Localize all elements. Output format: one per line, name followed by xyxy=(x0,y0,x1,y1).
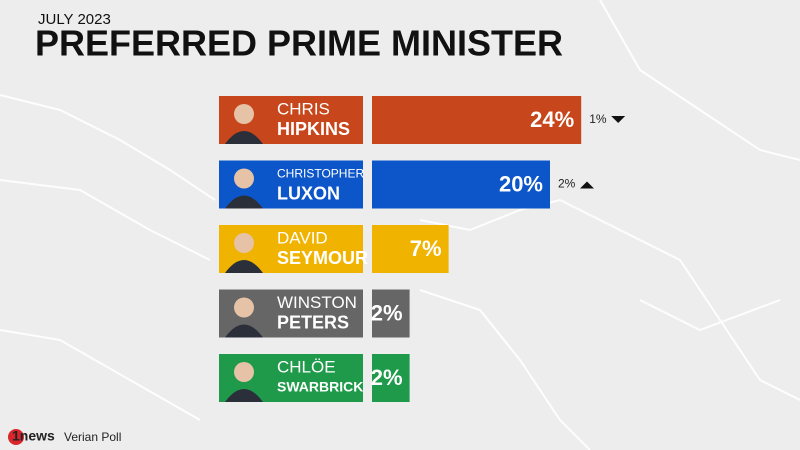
portrait-body xyxy=(225,389,263,402)
chart-title: PREFERRED PRIME MINISTER xyxy=(35,23,563,64)
map-line xyxy=(599,0,800,161)
bar xyxy=(372,96,582,144)
last-name: HIPKINS xyxy=(277,119,350,139)
map-line xyxy=(559,199,800,401)
value-label: 20% xyxy=(499,171,543,196)
logo-circle xyxy=(8,429,24,445)
portrait xyxy=(219,225,268,273)
portrait-head xyxy=(234,168,254,189)
first-name: CHRIS xyxy=(277,99,330,118)
bar xyxy=(372,225,449,273)
portrait xyxy=(219,160,268,209)
map-line xyxy=(0,329,201,421)
portrait-head xyxy=(234,104,254,124)
portrait-head xyxy=(234,362,254,382)
portrait xyxy=(219,289,268,338)
first-name: WINSTON xyxy=(277,293,357,312)
change-label: 1% xyxy=(589,112,607,126)
subtitle: JULY 2023 xyxy=(38,11,111,28)
map-line xyxy=(419,289,591,450)
portrait-head xyxy=(234,233,254,253)
footer: 1news Verian Poll xyxy=(8,428,121,445)
first-name: CHLÖE xyxy=(277,357,336,376)
map-line xyxy=(0,179,211,261)
change-label: 2% xyxy=(558,177,576,191)
bar xyxy=(372,160,550,209)
last-name: SWARBRICK xyxy=(277,379,363,395)
brand: 1news xyxy=(12,428,55,444)
value-label: 24% xyxy=(530,107,574,132)
value-label: 7% xyxy=(410,236,442,261)
last-name: SEYMOUR xyxy=(277,248,368,268)
change-arrow xyxy=(580,181,594,189)
portrait-body xyxy=(225,195,263,209)
portrait xyxy=(219,354,268,402)
value-label: 2% xyxy=(371,300,403,325)
last-name: PETERS xyxy=(277,312,349,332)
portrait-body xyxy=(225,324,263,338)
last-name: LUXON xyxy=(277,183,340,203)
bar xyxy=(372,289,410,338)
first-name: DAVID xyxy=(277,228,328,247)
portrait-body xyxy=(225,131,263,144)
map-line xyxy=(0,94,216,201)
change-arrow xyxy=(611,116,626,123)
bar xyxy=(372,354,410,402)
portrait-body xyxy=(225,260,263,273)
portrait xyxy=(219,96,268,144)
portrait-head xyxy=(234,297,254,318)
map-line xyxy=(639,299,781,332)
value-label: 2% xyxy=(371,365,403,390)
first-name: CHRISTOPHER xyxy=(277,167,364,181)
source: Verian Poll xyxy=(64,430,121,444)
